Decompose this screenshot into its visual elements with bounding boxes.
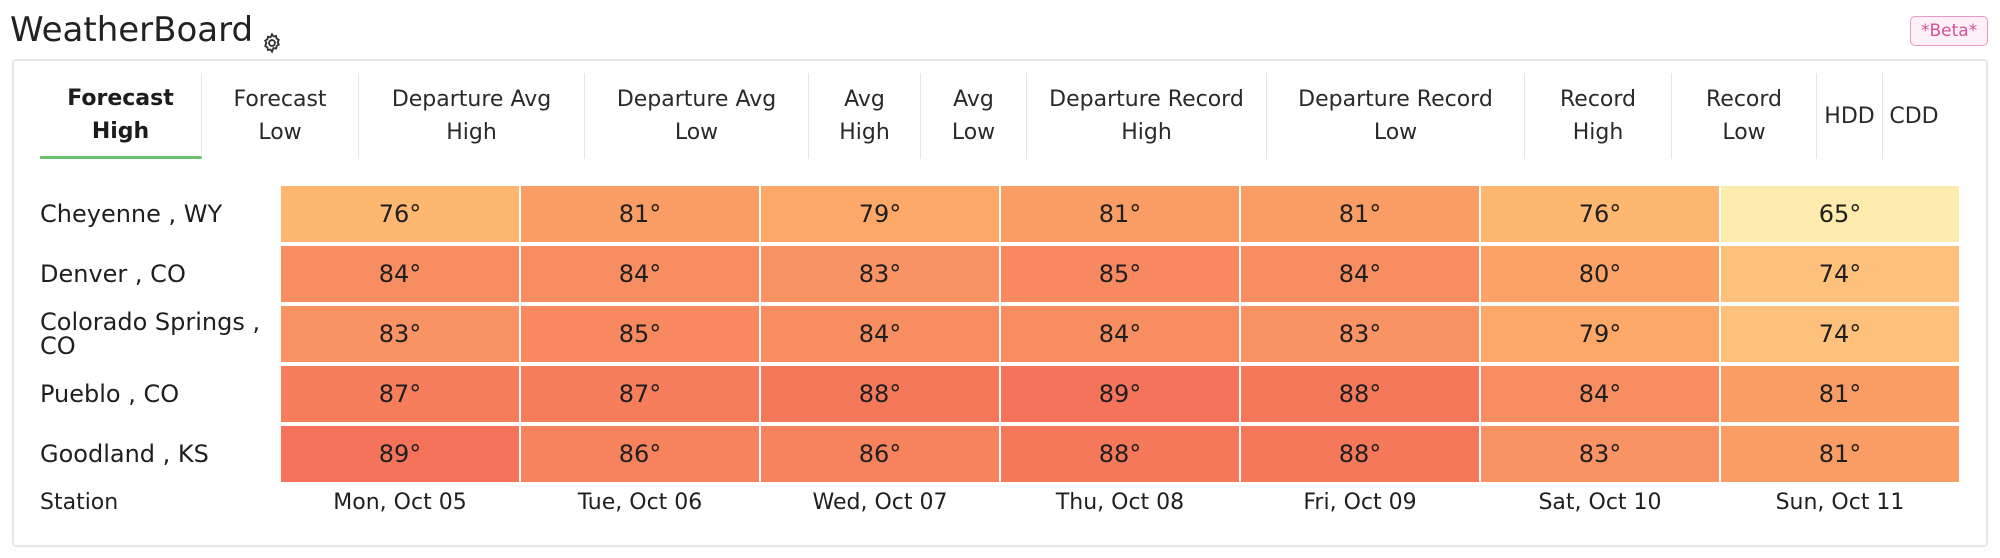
tab-record-low[interactable]: Record Low bbox=[1672, 73, 1817, 159]
heatmap-cell[interactable]: 74° bbox=[1721, 306, 1959, 362]
tab-label-line2: Low bbox=[674, 120, 719, 145]
heatmap-cell[interactable]: 85° bbox=[1001, 246, 1239, 302]
tab-label-line1: CDD bbox=[1889, 103, 1939, 129]
heatmap-cell[interactable]: 87° bbox=[281, 366, 519, 422]
heatmap-cell[interactable]: 88° bbox=[1241, 426, 1479, 482]
heatmap-cell[interactable]: 88° bbox=[1241, 366, 1479, 422]
table-row: Pueblo , CO 87° 87° 88° 89° 88° 84° 81° bbox=[40, 366, 1960, 422]
beta-badge: *Beta* bbox=[1910, 16, 1989, 46]
heatmap-cell[interactable]: 84° bbox=[1241, 246, 1479, 302]
tab-label-line1: Record bbox=[1559, 87, 1636, 112]
heatmap-cell[interactable]: 84° bbox=[521, 246, 759, 302]
tab-label-line1: Departure Record bbox=[1298, 87, 1493, 112]
heatmap-cell[interactable]: 81° bbox=[521, 186, 759, 242]
heatmap-cell[interactable]: 81° bbox=[1241, 186, 1479, 242]
heatmap-cell[interactable]: 88° bbox=[1001, 426, 1239, 482]
heatmap-cell[interactable]: 83° bbox=[1241, 306, 1479, 362]
heatmap-cell[interactable]: 81° bbox=[1721, 426, 1959, 482]
tab-cdd[interactable]: CDD bbox=[1883, 73, 1945, 159]
table-row: Denver , CO 84° 84° 83° 85° 84° 80° 74° bbox=[40, 246, 1960, 302]
tab-label-line1: Avg bbox=[953, 87, 994, 112]
tab-label-line2: Low bbox=[951, 120, 996, 145]
tab-forecast-high[interactable]: Forecast High bbox=[40, 73, 202, 159]
table-row: Goodland , KS 89° 86° 86° 88° 88° 83° 81° bbox=[40, 426, 1960, 482]
station-label: Goodland , KS bbox=[40, 440, 209, 468]
station-label: Pueblo , CO bbox=[40, 380, 180, 408]
tab-label-line1: Forecast bbox=[233, 87, 327, 112]
x-tick-label: Tue, Oct 06 bbox=[577, 490, 703, 515]
heatmap-cell[interactable]: 86° bbox=[761, 426, 999, 482]
x-tick-label: Thu, Oct 08 bbox=[1055, 490, 1185, 515]
tab-label-line2: Low bbox=[1722, 120, 1766, 145]
x-tick-label: Wed, Oct 07 bbox=[812, 490, 948, 515]
heatmap-cell[interactable]: 79° bbox=[761, 186, 999, 242]
tab-hdd[interactable]: HDD bbox=[1817, 73, 1883, 159]
tab-label-line2: Low bbox=[258, 120, 302, 145]
heatmap-cell[interactable]: 83° bbox=[761, 246, 999, 302]
heatmap-cell[interactable]: 79° bbox=[1481, 306, 1719, 362]
tab-label-line1: HDD bbox=[1824, 103, 1875, 129]
heatmap-cell[interactable]: 83° bbox=[281, 306, 519, 362]
heatmap-cell[interactable]: 87° bbox=[521, 366, 759, 422]
tab-label-line1: Departure Avg bbox=[616, 87, 777, 112]
tab-forecast-low[interactable]: Forecast Low bbox=[202, 73, 359, 159]
tab-label-line2: High bbox=[839, 120, 890, 145]
tab-avg-high[interactable]: Avg High bbox=[809, 73, 921, 159]
heatmap-cell[interactable]: 74° bbox=[1721, 246, 1959, 302]
station-label: Denver , CO bbox=[40, 260, 186, 288]
tab-departure-record-high[interactable]: Departure Record High bbox=[1027, 73, 1267, 159]
tab-label-line2: High bbox=[446, 120, 497, 145]
tab-avg-low[interactable]: Avg Low bbox=[921, 73, 1027, 159]
tab-label-line2: High bbox=[1121, 120, 1172, 145]
metric-tabs: Forecast High Forecast Low Departure Avg High… bbox=[40, 73, 1945, 159]
heatmap-cell[interactable]: 80° bbox=[1481, 246, 1719, 302]
heatmap-cell[interactable]: 85° bbox=[521, 306, 759, 362]
table-row: Colorado Springs , CO 83° 85° 84° 84° 83° 79° 7… bbox=[40, 306, 1960, 362]
tab-record-high[interactable]: Record High bbox=[1525, 73, 1672, 159]
tab-label-line1: Record bbox=[1705, 87, 1782, 112]
heatmap-cell[interactable]: 83° bbox=[1481, 426, 1719, 482]
x-tick-label: Sun, Oct 11 bbox=[1775, 490, 1905, 515]
heatmap-cell[interactable]: 89° bbox=[1001, 366, 1239, 422]
app-title-text: WeatherBoard bbox=[10, 10, 254, 50]
x-tick-label: Mon, Oct 05 bbox=[333, 490, 467, 515]
heatmap-cell[interactable]: 81° bbox=[1721, 366, 1959, 422]
table-row: Cheyenne , WY 76° 81° 79° 81° 81° 76° 65° bbox=[40, 186, 1960, 242]
heatmap-cell[interactable]: 86° bbox=[521, 426, 759, 482]
tab-label-line2: High bbox=[1572, 120, 1624, 145]
tab-departure-avg-low[interactable]: Departure Avg Low bbox=[585, 73, 809, 159]
station-label: Cheyenne , WY bbox=[40, 200, 223, 228]
heatmap-cell[interactable]: 84° bbox=[1001, 306, 1239, 362]
tab-label-line1: Departure Record bbox=[1049, 87, 1244, 112]
heatmap-cell[interactable]: 81° bbox=[1001, 186, 1239, 242]
tab-label-line2: Low bbox=[1373, 120, 1418, 145]
heatmap-cell[interactable]: 84° bbox=[761, 306, 999, 362]
x-tick-label: Fri, Oct 09 bbox=[1303, 490, 1417, 515]
tab-departure-record-low[interactable]: Departure Record Low bbox=[1267, 73, 1525, 159]
heatmap-cell[interactable]: 84° bbox=[281, 246, 519, 302]
tab-label-line1: Avg bbox=[844, 87, 885, 112]
tab-label-line2: High bbox=[91, 118, 150, 144]
tab-label-line1: Departure Avg bbox=[391, 87, 552, 112]
x-tick-label: Sat, Oct 10 bbox=[1538, 490, 1662, 515]
heatmap-cell[interactable]: 76° bbox=[281, 186, 519, 242]
heatmap-cell[interactable]: 88° bbox=[761, 366, 999, 422]
tab-departure-avg-high[interactable]: Departure Avg High bbox=[359, 73, 585, 159]
heatmap-cell[interactable]: 76° bbox=[1481, 186, 1719, 242]
gear-icon[interactable] bbox=[261, 21, 283, 54]
heatmap-cell[interactable]: 65° bbox=[1721, 186, 1959, 242]
station-label: Colorado Springs , CO bbox=[40, 308, 261, 360]
heatmap-cell[interactable]: 84° bbox=[1481, 366, 1719, 422]
x-axis-title: Station bbox=[40, 490, 119, 515]
heatmap-cell[interactable]: 89° bbox=[281, 426, 519, 482]
tab-label-line1: Forecast bbox=[67, 85, 174, 111]
app-title: WeatherBoard bbox=[10, 8, 283, 54]
